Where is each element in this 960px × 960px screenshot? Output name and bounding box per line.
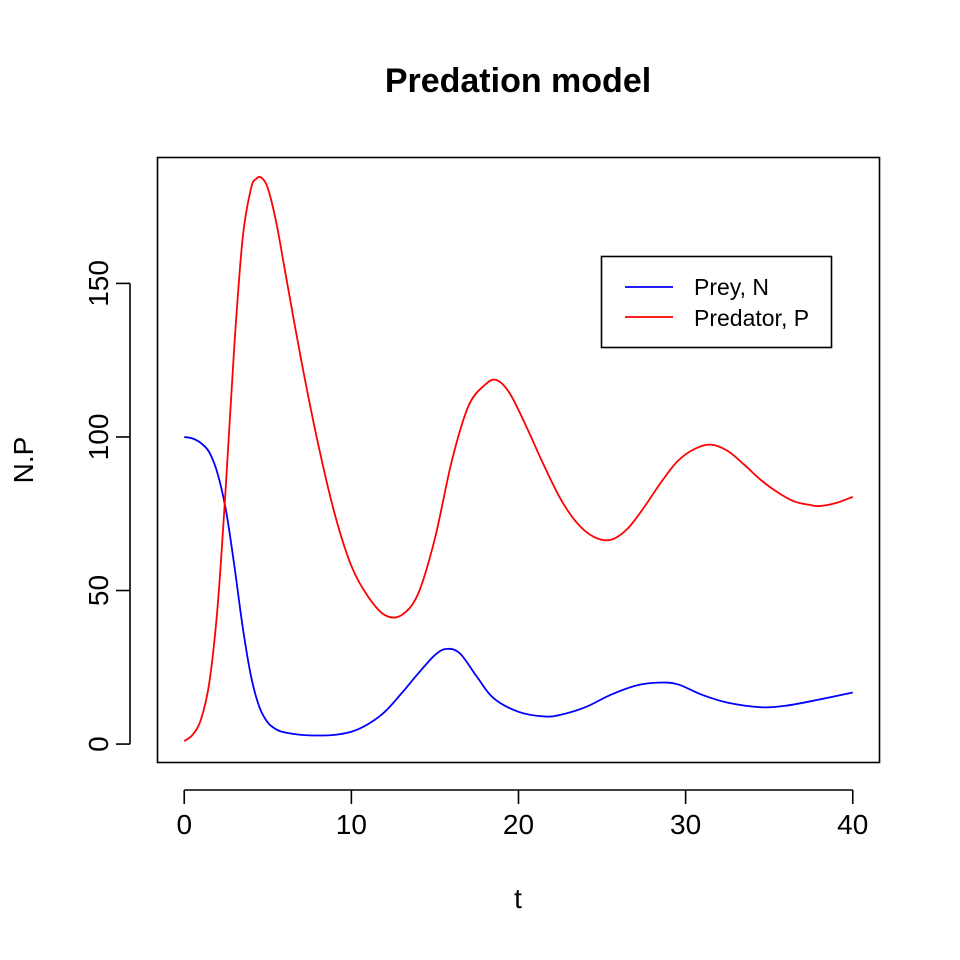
series-layer	[183, 175, 854, 742]
x-axis-label: t	[514, 883, 522, 914]
series-line-predator	[183, 175, 854, 742]
chart-title: Predation model	[385, 62, 651, 100]
x-tick-label: 40	[837, 809, 868, 840]
legend: Prey, N Predator, P	[600, 255, 833, 349]
x-tick-label: 30	[670, 809, 701, 840]
x-tick-label: 10	[336, 809, 367, 840]
y-tick-label: 50	[83, 575, 114, 606]
legend-label-prey: Prey, N	[694, 274, 769, 300]
legend-box	[600, 255, 833, 349]
y-axis: 0 50 100 150	[83, 260, 131, 752]
y-tick-label: 0	[83, 736, 114, 752]
legend-label-predator: Predator, P	[694, 305, 809, 331]
y-axis-label: N.P	[8, 437, 39, 484]
y-tick-label: 150	[83, 260, 114, 307]
series-line-prey	[184, 436, 853, 737]
y-tick-label: 100	[83, 414, 114, 461]
x-tick-label: 20	[503, 809, 534, 840]
plot-frame	[156, 156, 881, 764]
x-tick-label: 0	[176, 809, 192, 840]
x-axis: 0 10 20 30 40	[176, 789, 868, 840]
